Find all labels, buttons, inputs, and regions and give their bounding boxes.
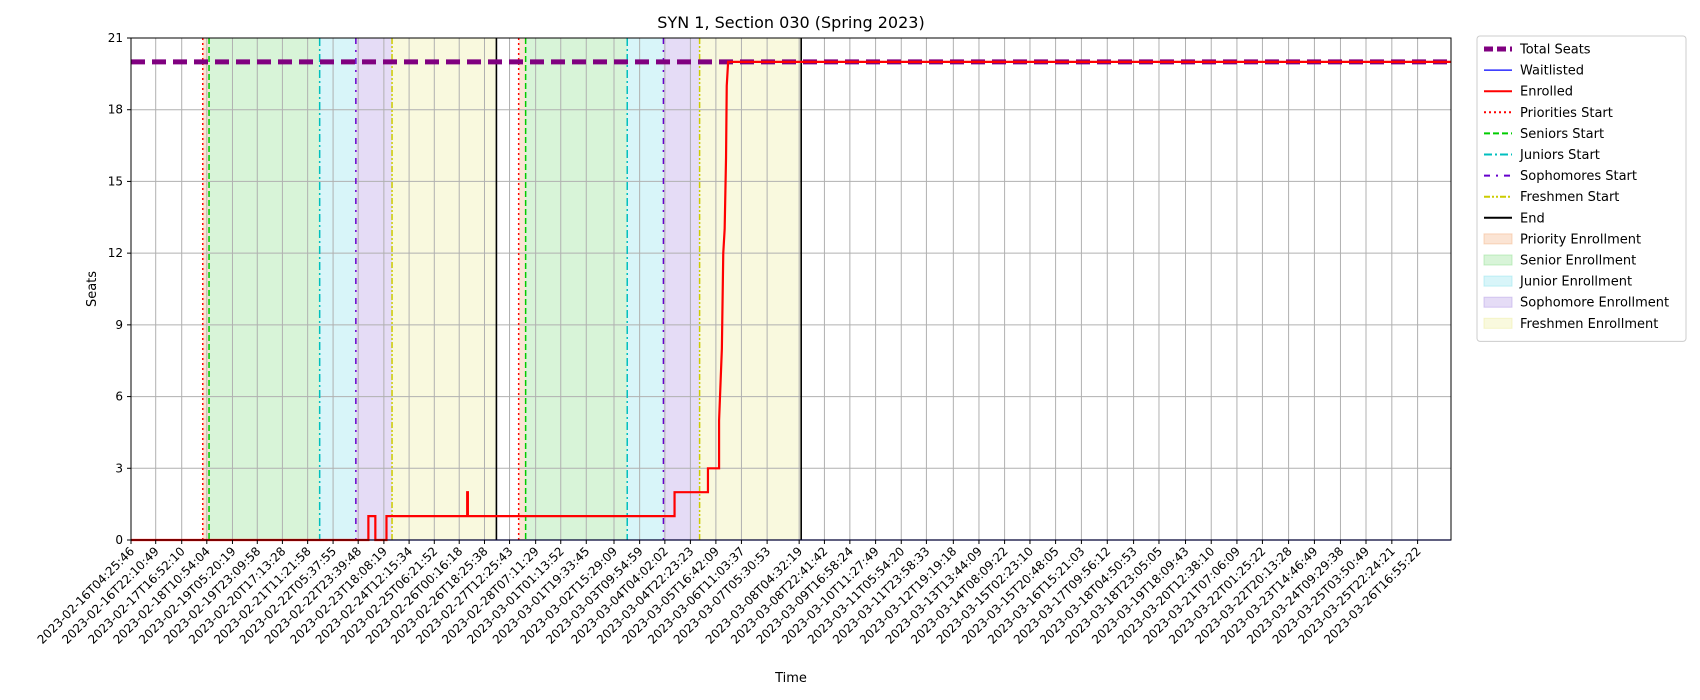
sophomore-enrollment-span: [355, 38, 393, 540]
freshmen-start-legend-label: Freshmen Start: [1520, 190, 1619, 205]
y-tick-label: 21: [108, 31, 123, 45]
chart-title: SYN 1, Section 030 (Spring 2023): [657, 13, 924, 32]
x-axis-ticks: 2023-02-16T04:25:462023-02-16T22:10:4920…: [35, 540, 1424, 647]
y-tick-label: 9: [115, 318, 123, 332]
freshmen-enrollment-legend-label: Freshmen Enrollment: [1520, 317, 1658, 332]
enrollment-spans: [202, 38, 802, 540]
y-tick-label: 6: [115, 390, 123, 404]
senior-enrollment-legend-swatch: [1483, 254, 1513, 266]
sophomore-enrollment-legend-label: Sophomore Enrollment: [1520, 296, 1669, 311]
freshmen-enrollment-span: [699, 38, 802, 540]
waitlisted-legend-label: Waitlisted: [1520, 64, 1584, 79]
legend: Total Seats Waitlisted Enrolled Priorities …: [1476, 35, 1687, 342]
plot-border: [130, 37, 1452, 541]
priority-enrollment-span: [202, 38, 210, 540]
junior-enrollment-span: [627, 38, 664, 540]
total-seats-legend-label: Total Seats: [1519, 43, 1591, 58]
legend-box: [1476, 35, 1687, 342]
x-axis-title: Time: [774, 671, 807, 686]
seniors-start-legend-label: Seniors Start: [1520, 127, 1604, 142]
freshmen-enrollment-span: [392, 38, 497, 540]
grid-lines: [130, 37, 1451, 541]
priority-enrollment-legend-label: Priority Enrollment: [1520, 232, 1641, 247]
junior-enrollment-span: [319, 38, 356, 540]
sophomore-enrollment-legend-swatch: [1483, 296, 1513, 308]
freshmen-enrollment-legend-swatch: [1483, 317, 1513, 329]
plot-frame: [130, 37, 1452, 541]
juniors-start-legend-label: Juniors Start: [1519, 148, 1600, 163]
sophomores-start-legend-label: Sophomores Start: [1520, 169, 1637, 184]
y-tick-label: 12: [108, 246, 123, 260]
phase-markers: [202, 38, 802, 540]
y-axis-ticks: 0 3 6 9 12 15 18 21: [108, 31, 131, 547]
priorities-start-legend-label: Priorities Start: [1520, 106, 1613, 121]
junior-enrollment-legend-swatch: [1483, 275, 1513, 287]
y-axis-title: Seats: [85, 271, 100, 307]
y-tick-label: 3: [115, 461, 123, 475]
junior-enrollment-legend-label: Junior Enrollment: [1519, 275, 1632, 290]
priority-enrollment-span: [518, 38, 526, 540]
senior-enrollment-span: [525, 38, 628, 540]
senior-enrollment-span: [209, 38, 320, 540]
priority-enrollment-legend-swatch: [1483, 233, 1513, 245]
enrolled-legend-label: Enrolled: [1520, 85, 1573, 100]
end-legend-label: End: [1520, 211, 1545, 226]
senior-enrollment-legend-label: Senior Enrollment: [1520, 254, 1636, 269]
enrolled-line: [131, 60, 1451, 542]
y-tick-label: 18: [108, 103, 123, 117]
y-tick-label: 15: [108, 174, 123, 188]
y-tick-label: 0: [115, 533, 123, 547]
sophomore-enrollment-span: [663, 38, 700, 540]
